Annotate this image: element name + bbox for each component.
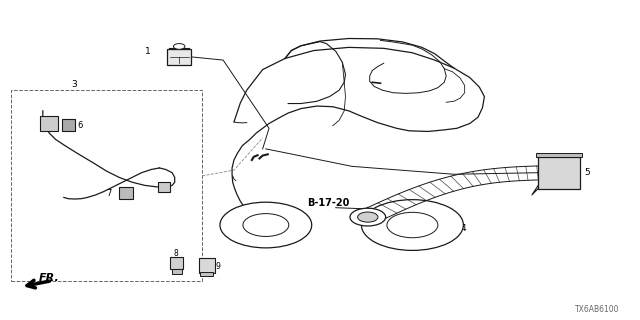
FancyBboxPatch shape (172, 269, 182, 274)
FancyBboxPatch shape (200, 272, 213, 276)
Text: 8: 8 (173, 249, 178, 258)
Text: 3: 3 (72, 80, 77, 89)
Circle shape (358, 212, 378, 222)
Text: TX6AB6100: TX6AB6100 (575, 305, 620, 314)
FancyBboxPatch shape (167, 49, 191, 65)
Circle shape (220, 202, 312, 248)
Text: 6: 6 (78, 121, 83, 130)
Text: 1: 1 (145, 47, 150, 56)
Text: 4: 4 (460, 224, 466, 233)
Circle shape (173, 44, 185, 49)
FancyBboxPatch shape (62, 119, 75, 132)
Circle shape (387, 212, 438, 238)
FancyBboxPatch shape (118, 187, 132, 199)
Text: 5: 5 (585, 168, 591, 177)
Text: FR.: FR. (39, 274, 60, 284)
Text: B-17-20: B-17-20 (307, 198, 349, 208)
Circle shape (243, 214, 289, 236)
Circle shape (362, 200, 463, 251)
Text: 7: 7 (106, 189, 112, 198)
FancyBboxPatch shape (538, 157, 580, 188)
FancyBboxPatch shape (536, 153, 582, 157)
FancyBboxPatch shape (199, 258, 215, 273)
FancyBboxPatch shape (170, 257, 183, 269)
Circle shape (350, 208, 386, 226)
FancyBboxPatch shape (158, 182, 170, 192)
FancyBboxPatch shape (40, 116, 58, 131)
Text: 9: 9 (216, 262, 220, 271)
